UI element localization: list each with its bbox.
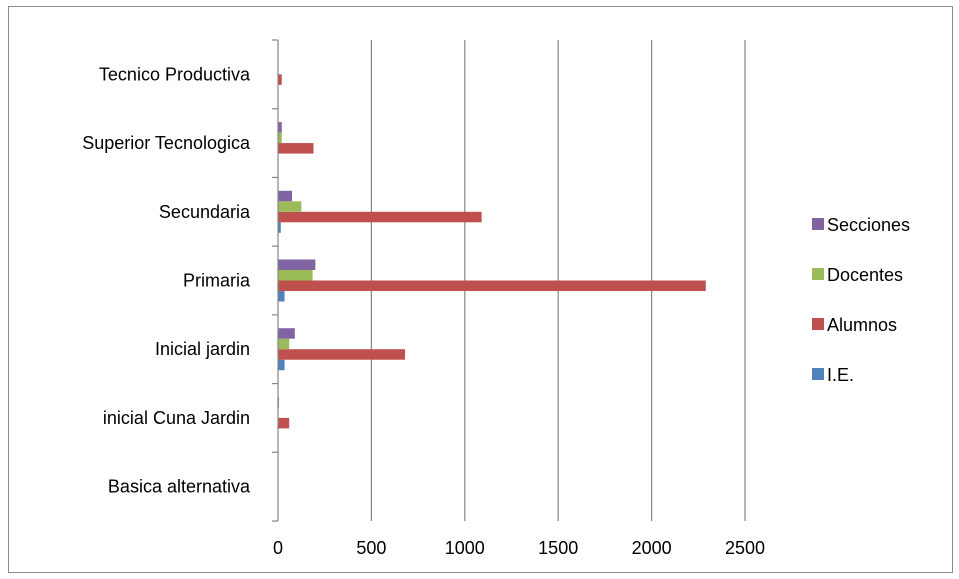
- bar-alumnos-primaria: [278, 280, 706, 291]
- bar-alumnos-secundaria: [278, 211, 482, 223]
- legend-label-docentes: Docentes: [827, 265, 903, 285]
- x-tick-labels: 0 500 1000 1500 2000 2500: [273, 538, 765, 558]
- legend-swatch-alumnos: [812, 318, 824, 330]
- bar-docentes-inicial-jardin: [278, 338, 290, 350]
- bar-alumnos-inicial-cuna-jardin: [278, 417, 290, 429]
- bar-docentes-secundaria: [278, 201, 302, 212]
- x-tick-label-2000: 2000: [632, 538, 672, 558]
- x-tick-label-0: 0: [273, 538, 283, 558]
- legend-label-i-e: I.E.: [827, 365, 854, 385]
- x-tick-label-1500: 1500: [538, 538, 578, 558]
- bar-i-e-primaria: [278, 291, 285, 302]
- category-label-tecnico-productiva: Tecnico Productiva: [99, 64, 251, 84]
- legend-label-secciones: Secciones: [827, 215, 910, 235]
- category-labels: Basica alternativa inicial Cuna Jardin Ini…: [82, 64, 251, 496]
- bar-alumnos-superior-tecnologica: [278, 143, 314, 154]
- x-tick-label-1000: 1000: [445, 538, 485, 558]
- legend-swatch-i-e: [812, 368, 824, 380]
- bar-alumnos-tecnico-productiva: [278, 74, 282, 85]
- bar-secciones-superior-tecnologica: [278, 122, 282, 133]
- bar-secciones-inicial-jardin: [278, 328, 295, 339]
- bar-secciones-primaria: [278, 259, 316, 270]
- bar-docentes-primaria: [278, 270, 313, 281]
- category-label-superior-tecnologica: Superior Tecnologica: [82, 133, 251, 153]
- legend-label-alumnos: Alumnos: [827, 315, 897, 335]
- bars: [278, 74, 706, 429]
- x-tick-label-2500: 2500: [725, 538, 765, 558]
- category-label-basica-alternativa: Basica alternativa: [108, 477, 251, 497]
- category-label-inicial-cuna-jardin: inicial Cuna Jardin: [103, 408, 250, 428]
- category-label-secundaria: Secundaria: [159, 202, 251, 222]
- bar-alumnos-inicial-jardin: [278, 349, 406, 360]
- category-label-inicial-jardin: Inicial jardin: [155, 339, 250, 359]
- legend-swatch-secciones: [812, 218, 824, 230]
- bar-i-e-secundaria: [278, 222, 281, 233]
- bar-secciones-secundaria: [278, 190, 293, 202]
- legend: Secciones Docentes Alumnos I.E.: [812, 215, 910, 385]
- x-tick-label-500: 500: [356, 538, 386, 558]
- legend-swatch-docentes: [812, 268, 824, 280]
- bar-i-e-inicial-jardin: [278, 359, 285, 371]
- category-label-primaria: Primaria: [183, 271, 251, 291]
- category-axis: [272, 39, 279, 522]
- bar-docentes-superior-tecnologica: [278, 132, 282, 144]
